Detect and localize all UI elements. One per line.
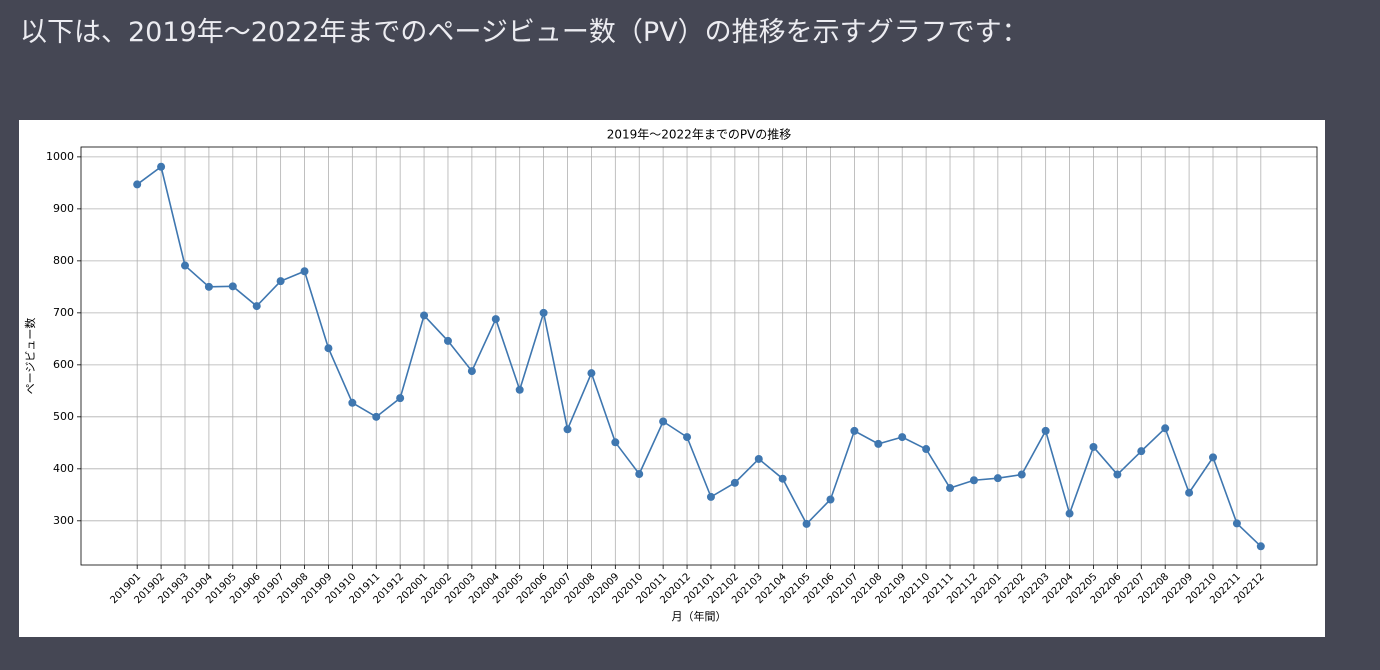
y-tick-label: 1000 bbox=[46, 150, 74, 163]
data-point bbox=[467, 367, 476, 376]
data-point bbox=[324, 344, 333, 353]
y-axis-label: ページビュー数 bbox=[24, 318, 37, 395]
data-point bbox=[1017, 470, 1026, 479]
data-point bbox=[874, 439, 883, 448]
data-point bbox=[491, 315, 500, 324]
data-point bbox=[635, 470, 644, 479]
data-point bbox=[1041, 426, 1050, 435]
data-point bbox=[1065, 509, 1074, 518]
data-point bbox=[730, 478, 739, 487]
data-point bbox=[993, 474, 1002, 483]
data-point bbox=[204, 282, 213, 291]
data-point bbox=[276, 277, 285, 286]
data-point bbox=[1137, 447, 1146, 456]
data-point bbox=[611, 438, 620, 447]
data-point bbox=[443, 336, 452, 345]
data-point bbox=[1113, 470, 1122, 479]
data-point bbox=[1256, 542, 1265, 551]
data-point bbox=[969, 476, 978, 485]
chart-title: 2019年〜2022年までのPVの推移 bbox=[607, 128, 792, 142]
data-point bbox=[563, 425, 572, 434]
data-point bbox=[659, 417, 668, 426]
data-point bbox=[826, 495, 835, 504]
data-point bbox=[539, 308, 548, 317]
plot-frame bbox=[80, 146, 1318, 566]
y-tick-label: 900 bbox=[53, 202, 74, 215]
y-tick-label: 300 bbox=[53, 514, 74, 527]
data-point bbox=[1185, 488, 1194, 497]
data-point bbox=[898, 433, 907, 442]
data-point bbox=[180, 261, 189, 270]
data-point bbox=[1209, 453, 1218, 462]
data-point bbox=[922, 445, 931, 454]
x-axis-label: 月（年間） bbox=[672, 609, 727, 623]
data-point bbox=[396, 394, 405, 403]
data-point bbox=[850, 426, 859, 435]
y-tick-label: 800 bbox=[53, 254, 74, 267]
y-tick-label: 700 bbox=[53, 306, 74, 319]
message: 以下は、2019年〜2022年までのページビュー数（PV）の推移を示すグラフです… bbox=[20, 17, 1029, 48]
data-point bbox=[157, 162, 166, 171]
y-tick-label: 500 bbox=[53, 410, 74, 423]
y-tick-label: 400 bbox=[53, 462, 74, 475]
data-point bbox=[300, 267, 309, 276]
data-point bbox=[252, 302, 261, 311]
chart-image: 2019年〜2022年までのPVの推移 ページビュー数 月（年間） 300 400… bbox=[19, 120, 1325, 637]
series-line bbox=[136, 165, 1262, 547]
data-point bbox=[754, 454, 763, 463]
data-point bbox=[946, 484, 955, 493]
y-tick-label: 600 bbox=[53, 358, 74, 371]
data-point bbox=[372, 412, 381, 421]
data-point bbox=[228, 282, 237, 291]
data-point bbox=[802, 519, 811, 528]
data-point bbox=[683, 433, 692, 442]
data-point bbox=[348, 398, 357, 407]
data-point bbox=[1089, 442, 1098, 451]
data-point bbox=[778, 474, 787, 483]
data-point bbox=[1232, 519, 1241, 528]
data-point bbox=[587, 369, 596, 378]
data-point bbox=[420, 311, 429, 320]
data-point bbox=[706, 492, 715, 501]
data-point bbox=[515, 385, 524, 394]
data-point bbox=[1161, 424, 1170, 433]
data-point bbox=[133, 180, 142, 189]
chart: 2019年〜2022年までのPVの推移 ページビュー数 月（年間） 300 400… bbox=[24, 128, 1318, 623]
